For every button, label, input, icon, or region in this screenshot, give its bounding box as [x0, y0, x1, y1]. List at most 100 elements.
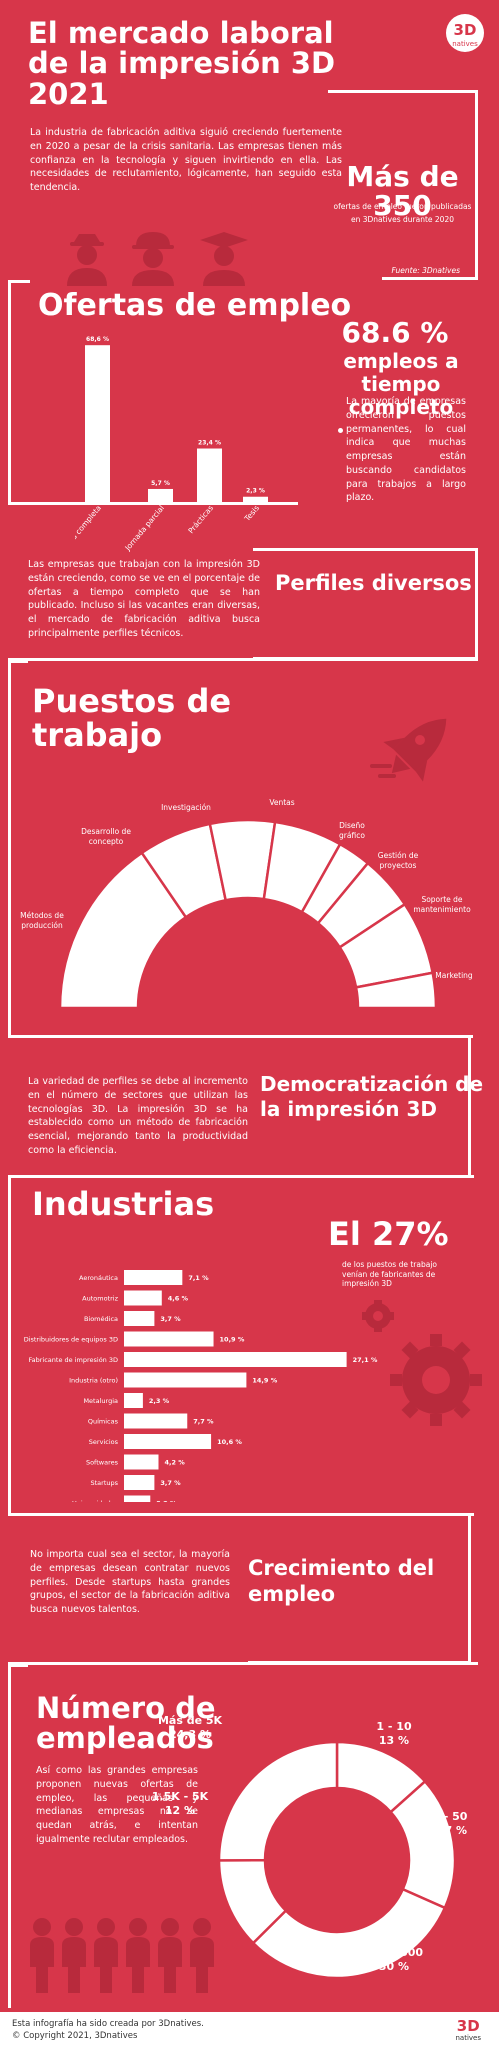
frame-ofertas-top — [8, 280, 30, 283]
page-title: El mercado laboral de la impresión 3D 20… — [28, 16, 336, 111]
people-icons — [30, 1918, 214, 1993]
hbar-category-label: Distribuidores de equipos 3D — [24, 1336, 118, 1344]
donut-value-label: 12 % — [165, 1804, 195, 1817]
crecimiento-title-line-2: empleo — [248, 1582, 336, 1606]
segment-category-label: producción — [21, 921, 63, 930]
bar — [197, 448, 222, 502]
ofertas-sub-line-1: empleos a tiempo — [343, 349, 459, 396]
segment-value-label: 11,1 % — [228, 850, 259, 859]
person-icon-2 — [62, 1918, 86, 1993]
footer-credits: Esta infografía ha sido creada por 3Dnat… — [12, 2018, 204, 2042]
frame-puestos-top — [8, 658, 478, 661]
donut-segment — [217, 1740, 339, 1862]
hbar-category-label: Aeronáutica — [79, 1274, 118, 1282]
puestos-title: Puestos de trabajo — [32, 682, 232, 752]
rocket-icon — [370, 718, 447, 782]
frame-industrias-top — [8, 1175, 474, 1178]
segment-category-label: concepto — [89, 837, 124, 846]
donut-category-label: 51 - 1500 — [365, 1946, 423, 1959]
segment-category-label: Ventas — [269, 798, 294, 807]
industrias-text-line-1: de los puestos de trabajo — [342, 1260, 437, 1269]
hbar-value-label: 3,7 % — [160, 1315, 181, 1323]
segment-value-label: 12,6 % — [172, 862, 203, 871]
hbar-category-label: Metalurgia — [83, 1397, 118, 1405]
frame-empleados-top — [8, 1662, 478, 1665]
industrias-text-line-2: venían de fabricantes de — [342, 1269, 436, 1279]
job-type-bar-chart: 68,6 % Jornada completa 5,7 % Jornada parci… — [75, 336, 268, 560]
hbar-value-label: 2,3 % — [149, 1397, 170, 1405]
democratizacion-title: Democratización de la impresión 3D — [260, 1072, 483, 1122]
segment-category-label: proyectos — [380, 861, 417, 870]
hbar — [124, 1393, 143, 1408]
segment-value-label: 30,9 % — [97, 932, 128, 941]
footer-line-1: Esta infografía ha sido creada por 3Dnat… — [12, 2019, 204, 2029]
hbar — [124, 1290, 162, 1306]
frame-empleados-left — [8, 1664, 28, 2008]
hbar-value-label: 10,9 % — [220, 1336, 245, 1344]
donut-value-label: 17.7 % — [425, 1824, 467, 1837]
bar — [243, 496, 268, 502]
donut-category-label: 11 - 50 — [425, 1810, 468, 1823]
segment-category-label: Gestión de — [378, 851, 419, 860]
title-line-1: El mercado laboral — [28, 16, 334, 50]
hbar-category-label: Servicios — [89, 1438, 119, 1446]
bar-category-label: Jornada parcial — [122, 504, 166, 553]
title-line-3: 2021 — [28, 76, 109, 111]
ofertas-text: La mayoría de empresas ofrecieron puesto… — [346, 396, 466, 504]
hbar-category-label: Industria (otro) — [69, 1377, 118, 1385]
segment-value-label: 12,6 % — [375, 946, 406, 955]
logo-main: 3D — [453, 21, 477, 39]
hbar-category-label: Startups — [90, 1479, 118, 1487]
puestos-title-line-1: Puestos de — [32, 682, 232, 720]
empleados-title-line-1: Número de — [36, 1691, 216, 1725]
hbar-value-label: 4,2 % — [165, 1459, 186, 1467]
hbar-category-label: Automotriz — [82, 1295, 118, 1303]
perfiles-title: Perfiles diversos — [275, 571, 472, 595]
hbar-value-label: 3,2 % — [156, 1500, 177, 1503]
footer: Esta infografía ha sido creada por 3Dnat… — [0, 2012, 499, 2048]
crecimiento-text: No importa cual sea el sector, la mayorí… — [30, 1549, 230, 1616]
worker-woman-icon — [67, 234, 107, 286]
industrias-big: El 27% — [328, 1215, 449, 1253]
crecimiento-title: Crecimiento del empleo — [248, 1555, 434, 1607]
industrias-title: Industrias — [32, 1185, 215, 1223]
hbar-value-label: 27,1 % — [353, 1356, 378, 1364]
title-line-2: de la impresión 3D — [28, 46, 336, 81]
crecimiento-title-line-1: Crecimiento del — [248, 1556, 435, 1580]
bullet-dot — [338, 428, 343, 433]
ofertas-big: 68.6 % — [341, 316, 449, 349]
segment-category-label: Marketing — [435, 971, 473, 980]
hbar-value-label: 10,6 % — [217, 1438, 242, 1446]
frame-industrias-bottom — [8, 1513, 474, 1516]
segment-category-label: gráfico — [339, 831, 365, 840]
donut-segment — [251, 1887, 447, 1980]
hbar-category-label: Biomédica — [84, 1315, 118, 1323]
empleados-title-line-2: empleados — [36, 1721, 214, 1756]
empleados-title: Número de empleados — [36, 1693, 216, 1754]
industrias-text-line-3: impresión 3D — [342, 1279, 392, 1288]
hbar-value-label: 3,7 % — [160, 1479, 181, 1487]
segment-category-label: Desarrollo de — [81, 827, 131, 836]
stat-350-line-2: en 3Dnatives durante 2020 — [351, 215, 454, 224]
hbar — [124, 1434, 212, 1449]
ofertas-sub-line-2: completo — [348, 395, 454, 419]
donut-value-label: 24,3 % — [169, 1728, 211, 1741]
person-icon-3 — [94, 1918, 118, 1993]
hbar-value-label: 14,9 % — [252, 1377, 277, 1385]
footer-logo-sub: natives — [455, 2034, 481, 2042]
person-icon-6 — [190, 1918, 214, 1993]
hbar-value-label: 7,1 % — [188, 1274, 209, 1282]
segment-value-label: 5,7 % — [323, 877, 348, 886]
stat-350-line-1: ofertas de empleo fueron publicadas — [333, 202, 472, 211]
hbar — [124, 1413, 188, 1429]
frame-top-right — [328, 90, 478, 280]
bar-category-label: Jornada completa — [75, 504, 103, 560]
person-icon-5 — [158, 1918, 182, 1993]
brand-logo: 3D natives — [446, 14, 484, 52]
hbar-category-label: Fabricante de impresión 3D — [29, 1356, 119, 1364]
bar — [85, 345, 110, 502]
footer-logo: 3D natives — [455, 2018, 481, 2042]
worker-graduate-icon — [200, 232, 248, 286]
